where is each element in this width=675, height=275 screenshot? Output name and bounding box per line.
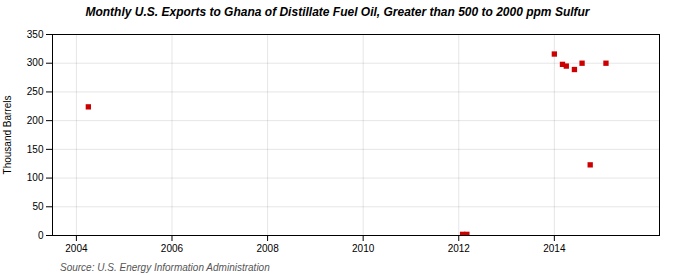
svg-text:2006: 2006 xyxy=(161,243,184,254)
svg-text:350: 350 xyxy=(27,29,44,40)
svg-text:2014: 2014 xyxy=(543,243,566,254)
svg-text:2004: 2004 xyxy=(65,243,88,254)
svg-text:150: 150 xyxy=(27,144,44,155)
svg-text:2010: 2010 xyxy=(352,243,375,254)
svg-text:250: 250 xyxy=(27,86,44,97)
html-text:Monthly U.S. Exports to Ghana: Monthly U.S. Exports to Ghana of Distill… xyxy=(85,5,590,19)
svg-text:200: 200 xyxy=(27,115,44,126)
svg-text:Thousand Barrels: Thousand Barrels xyxy=(2,96,13,175)
html-text:Source: U.S. Energy Informatio: Source: U.S. Energy Information Administ… xyxy=(60,262,270,273)
svg-text:2008: 2008 xyxy=(256,243,279,254)
svg-text:2012: 2012 xyxy=(448,243,471,254)
svg-text:0: 0 xyxy=(38,230,44,241)
svg-text:50: 50 xyxy=(32,201,44,212)
svg-text:300: 300 xyxy=(27,57,44,68)
svg-text:100: 100 xyxy=(27,172,44,183)
